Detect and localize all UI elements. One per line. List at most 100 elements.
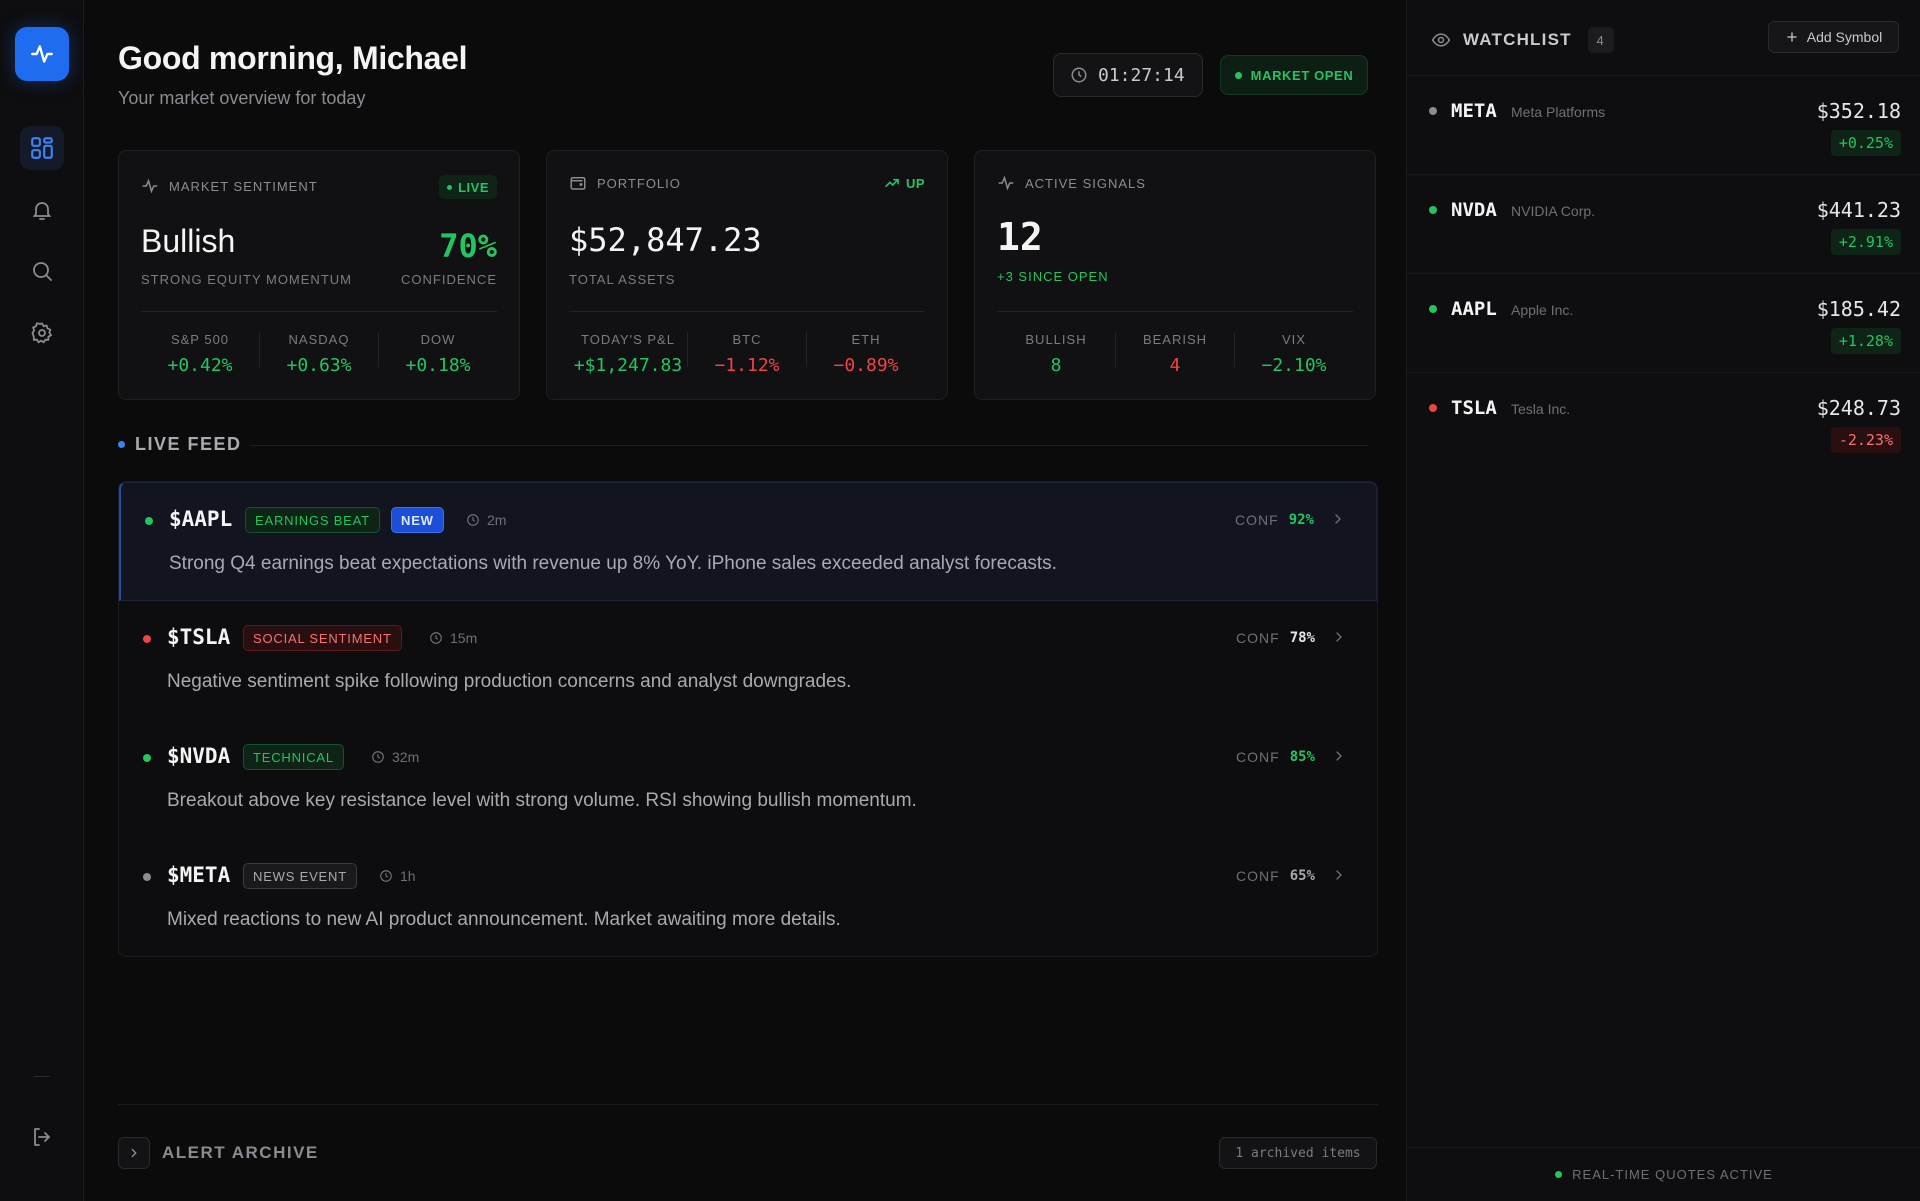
dashboard-icon	[31, 137, 53, 159]
app-logo[interactable]	[15, 27, 69, 81]
alert-status-dot	[145, 517, 153, 525]
add-symbol-button[interactable]: Add Symbol	[1768, 21, 1899, 53]
quotes-status-label: REAL-TIME QUOTES ACTIVE	[1572, 1167, 1773, 1182]
watch-symbol: META	[1451, 100, 1497, 122]
eye-icon	[1431, 33, 1451, 47]
signals-count: 12	[997, 215, 1043, 259]
activity-icon	[998, 175, 1014, 191]
main-content: Good morning, Michael Your market overvi…	[84, 0, 1406, 1201]
chevron-right-icon[interactable]	[1331, 867, 1347, 883]
watch-price: $352.18	[1816, 99, 1901, 123]
stat-todays-pnl: TODAY'S P&L +$1,247.83	[569, 332, 688, 376]
chevron-right-icon	[131, 1148, 137, 1158]
alert-status-dot	[143, 873, 151, 881]
nav-search[interactable]	[20, 249, 64, 293]
archive-title[interactable]: ALERT ARCHIVE	[162, 1143, 319, 1162]
signals-card: ACTIVE SIGNALS 12 +3 SINCE OPEN BULLISH 8…	[974, 150, 1376, 400]
wallet-icon	[570, 177, 586, 190]
sentiment-card: MARKET SENTIMENT LIVE Bullish 70% STRONG…	[118, 150, 520, 400]
watch-status-dot	[1429, 206, 1437, 214]
watch-symbol: NVDA	[1451, 199, 1497, 221]
stat-nasdaq: NASDAQ +0.63%	[260, 332, 379, 376]
alert-status-dot	[143, 754, 151, 762]
stat-bullish: BULLISH 8	[997, 332, 1116, 376]
sentiment-caption: STRONG EQUITY MOMENTUM	[141, 272, 352, 287]
watch-status-dot	[1429, 107, 1437, 115]
nav-dashboard[interactable]	[20, 126, 64, 170]
watch-symbol: TSLA	[1451, 397, 1497, 419]
alert-item[interactable]: $NVDA TECHNICAL 32m CONF 85% Breakout ab…	[119, 720, 1377, 839]
portfolio-title-label: PORTFOLIO	[597, 175, 681, 191]
sidebar-divider	[34, 1076, 50, 1077]
alert-item[interactable]: $META NEWS EVENT 1h CONF 65% Mixed react…	[119, 839, 1377, 958]
watch-price: $248.73	[1816, 396, 1901, 420]
alert-tag: NEWS EVENT	[243, 863, 357, 889]
stat-bearish: BEARISH 4	[1116, 332, 1235, 376]
alert-item[interactable]: $TSLA SOCIAL SENTIMENT 15m CONF 78% Nega…	[119, 601, 1377, 720]
watch-status-dot	[1429, 404, 1437, 412]
stat-eth: ETH −0.89%	[833, 332, 899, 376]
quotes-status-footer: REAL-TIME QUOTES ACTIVE	[1407, 1147, 1920, 1201]
alert-ticker[interactable]: $META	[167, 863, 231, 887]
nav-alerts[interactable]	[20, 188, 64, 232]
alert-tag: TECHNICAL	[243, 744, 344, 770]
status-dot	[1234, 71, 1242, 79]
confidence-value: 70%	[439, 227, 497, 265]
new-badge: NEW	[391, 507, 444, 533]
chevron-right-icon[interactable]	[1330, 511, 1346, 527]
watchlist-title-group: WATCHLIST 4	[1431, 27, 1614, 53]
bell-icon	[32, 202, 52, 220]
watchlist-count: 4	[1587, 27, 1614, 53]
market-status-label: MARKET OPEN	[1250, 67, 1354, 83]
sentiment-title-label: MARKET SENTIMENT	[169, 178, 318, 194]
watchlist-item[interactable]: META Meta Platforms $352.18 +0.25%	[1407, 76, 1920, 175]
stat-btc: BTC −1.12%	[688, 332, 807, 376]
logout-button[interactable]	[20, 1115, 64, 1159]
alert-confidence: CONF 78%	[1236, 630, 1315, 646]
alert-ticker[interactable]: $AAPL	[169, 507, 233, 531]
watch-company-name: Tesla Inc.	[1511, 401, 1571, 417]
alert-confidence: CONF 92%	[1235, 512, 1314, 528]
watch-change: -2.23%	[1830, 427, 1901, 453]
search-icon	[33, 262, 52, 281]
watch-symbol: AAPL	[1451, 298, 1497, 320]
watch-company-name: NVIDIA Corp.	[1511, 203, 1596, 219]
watchlist-title: WATCHLIST	[1463, 30, 1572, 49]
portfolio-card: PORTFOLIO UP $52,847.23 TOTAL ASSETS TOD…	[546, 150, 948, 400]
clock-icon	[467, 514, 479, 526]
sentiment-card-title: MARKET SENTIMENT	[141, 177, 318, 195]
clock-icon	[372, 751, 384, 763]
stat-vix: VIX −2.10%	[1261, 332, 1327, 376]
chevron-right-icon[interactable]	[1331, 748, 1347, 764]
alert-confidence: CONF 85%	[1236, 749, 1315, 765]
confidence-label: CONFIDENCE	[401, 272, 497, 287]
sidebar	[0, 0, 84, 1201]
alert-item[interactable]: $AAPL EARNINGS BEAT NEW 2m CONF 92% Stro…	[119, 482, 1377, 601]
clock-time: 01:27:14	[1098, 64, 1185, 86]
alert-ticker[interactable]: $TSLA	[167, 625, 231, 649]
live-feed-title: LIVE FEED	[135, 434, 242, 454]
plus-icon	[1787, 32, 1797, 42]
portfolio-card-title: PORTFOLIO	[569, 174, 681, 192]
live-dot	[447, 184, 453, 190]
pulse-icon	[31, 45, 53, 63]
alert-description: Mixed reactions to new AI product announ…	[167, 909, 841, 930]
nav-settings[interactable]	[20, 311, 64, 355]
live-badge-label: LIVE	[458, 179, 489, 195]
trend-up-icon	[885, 178, 899, 188]
watch-change: +1.28%	[1830, 328, 1901, 354]
archive-count-badge: 1 archived items	[1219, 1137, 1377, 1169]
chevron-right-icon[interactable]	[1331, 629, 1347, 645]
alert-tag: SOCIAL SENTIMENT	[243, 625, 402, 651]
live-feed-header: LIVE FEED	[118, 434, 242, 455]
signals-title-label: ACTIVE SIGNALS	[1025, 175, 1146, 191]
watchlist-item[interactable]: AAPL Apple Inc. $185.42 +1.28%	[1407, 274, 1920, 373]
live-feed-list: $AAPL EARNINGS BEAT NEW 2m CONF 92% Stro…	[118, 481, 1378, 957]
alert-ticker[interactable]: $NVDA	[167, 744, 231, 768]
watchlist-item[interactable]: NVDA NVIDIA Corp. $441.23 +2.91%	[1407, 175, 1920, 274]
watch-company-name: Apple Inc.	[1511, 302, 1574, 318]
add-symbol-label: Add Symbol	[1806, 29, 1883, 45]
portfolio-value: $52,847.23	[569, 221, 762, 259]
watchlist-item[interactable]: TSLA Tesla Inc. $248.73 -2.23%	[1407, 373, 1920, 472]
archive-expand-button[interactable]	[118, 1137, 150, 1169]
